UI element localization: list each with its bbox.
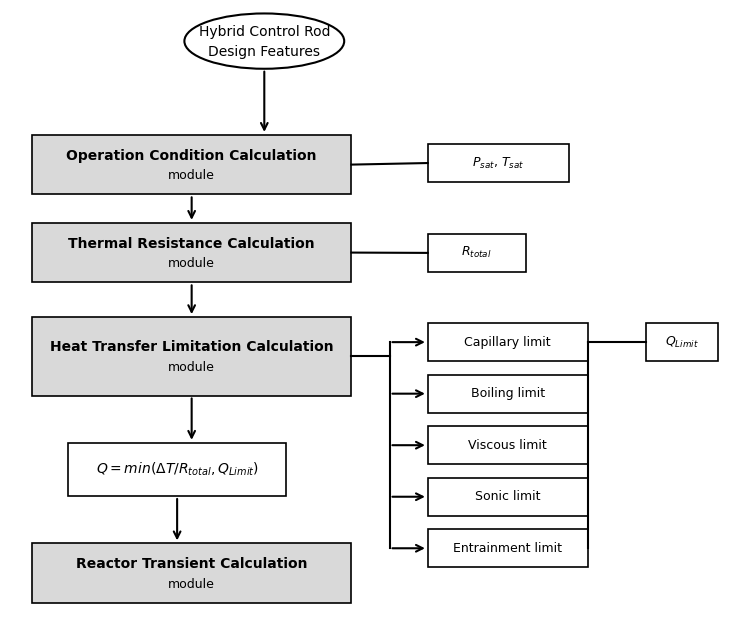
Text: module: module xyxy=(168,361,215,374)
Text: Operation Condition Calculation: Operation Condition Calculation xyxy=(67,149,317,163)
FancyBboxPatch shape xyxy=(646,323,718,361)
FancyBboxPatch shape xyxy=(427,375,588,413)
Text: Sonic limit: Sonic limit xyxy=(475,490,540,503)
Text: module: module xyxy=(168,257,215,270)
FancyBboxPatch shape xyxy=(31,135,351,195)
FancyBboxPatch shape xyxy=(68,443,286,496)
FancyBboxPatch shape xyxy=(427,144,569,182)
FancyBboxPatch shape xyxy=(427,323,588,361)
Text: Capillary limit: Capillary limit xyxy=(464,335,551,349)
FancyBboxPatch shape xyxy=(31,543,351,603)
Text: $Q_{Limit}$: $Q_{Limit}$ xyxy=(665,335,699,350)
Text: module: module xyxy=(168,578,215,591)
Text: Entrainment limit: Entrainment limit xyxy=(453,542,562,555)
Text: Heat Transfer Limitation Calculation: Heat Transfer Limitation Calculation xyxy=(50,340,334,354)
FancyBboxPatch shape xyxy=(31,317,351,396)
Ellipse shape xyxy=(184,13,344,68)
Text: Hybrid Control Rod: Hybrid Control Rod xyxy=(198,25,330,39)
Text: Viscous limit: Viscous limit xyxy=(468,439,547,451)
FancyBboxPatch shape xyxy=(427,426,588,464)
Text: Thermal Resistance Calculation: Thermal Resistance Calculation xyxy=(68,236,315,251)
Text: $P_{sat}$, $T_{sat}$: $P_{sat}$, $T_{sat}$ xyxy=(472,155,525,171)
FancyBboxPatch shape xyxy=(31,223,351,282)
FancyBboxPatch shape xyxy=(427,529,588,567)
Text: $Q=min(\Delta T/R_{total},Q_{Limit})$: $Q=min(\Delta T/R_{total},Q_{Limit})$ xyxy=(96,461,258,478)
FancyBboxPatch shape xyxy=(427,478,588,515)
Text: Reactor Transient Calculation: Reactor Transient Calculation xyxy=(76,557,307,571)
Text: Design Features: Design Features xyxy=(209,46,321,60)
Text: Boiling limit: Boiling limit xyxy=(471,387,545,400)
Text: $R_{total}$: $R_{total}$ xyxy=(461,245,492,261)
FancyBboxPatch shape xyxy=(427,234,526,272)
Text: module: module xyxy=(168,169,215,183)
